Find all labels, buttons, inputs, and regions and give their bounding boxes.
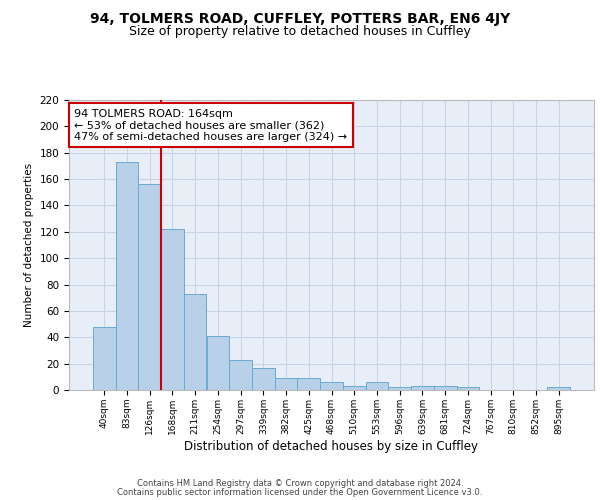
Bar [434,386,457,390]
Bar [93,326,116,390]
Bar [206,336,229,390]
Bar [365,382,388,390]
Bar [139,184,161,390]
X-axis label: Distribution of detached houses by size in Cuffley: Distribution of detached houses by size … [185,440,479,452]
Text: Contains HM Land Registry data © Crown copyright and database right 2024.: Contains HM Land Registry data © Crown c… [137,478,463,488]
Bar [343,386,365,390]
Bar [388,388,411,390]
Y-axis label: Number of detached properties: Number of detached properties [24,163,34,327]
Bar [161,229,184,390]
Text: 94 TOLMERS ROAD: 164sqm
← 53% of detached houses are smaller (362)
47% of semi-d: 94 TOLMERS ROAD: 164sqm ← 53% of detache… [74,108,347,142]
Bar [320,382,343,390]
Bar [547,388,570,390]
Bar [116,162,139,390]
Text: 94, TOLMERS ROAD, CUFFLEY, POTTERS BAR, EN6 4JY: 94, TOLMERS ROAD, CUFFLEY, POTTERS BAR, … [90,12,510,26]
Bar [275,378,298,390]
Text: Size of property relative to detached houses in Cuffley: Size of property relative to detached ho… [129,25,471,38]
Bar [252,368,275,390]
Bar [411,386,434,390]
Text: Contains public sector information licensed under the Open Government Licence v3: Contains public sector information licen… [118,488,482,497]
Bar [298,378,320,390]
Bar [457,388,479,390]
Bar [184,294,206,390]
Bar [229,360,252,390]
